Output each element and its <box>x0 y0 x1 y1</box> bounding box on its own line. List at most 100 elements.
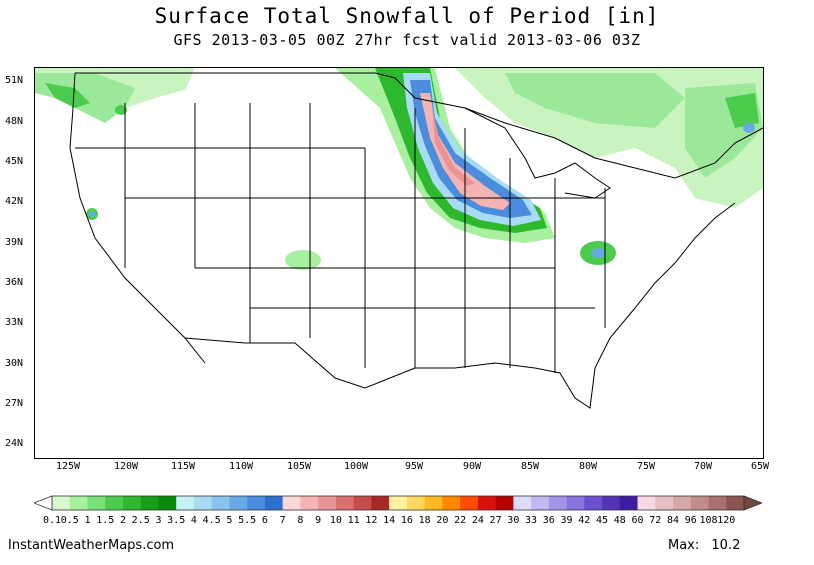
colorbar-cell <box>158 496 177 510</box>
colorbar-label: 36 <box>542 515 555 526</box>
colorbar-cell <box>335 496 354 510</box>
us-canada-border <box>75 72 763 179</box>
colorbar-cells <box>51 495 745 511</box>
lon-label-70w: 70W <box>693 461 713 472</box>
colorbar-label: 27 <box>489 515 502 526</box>
snow-band-core <box>432 108 475 186</box>
lat-label-51n: 51N <box>5 75 24 86</box>
colorbar-label: 2 <box>119 515 126 526</box>
lon-label-85w: 85W <box>520 461 540 472</box>
colorbar-label: 96 <box>684 515 697 526</box>
colorbar-label: 0.5 <box>60 515 79 526</box>
colorbar-cell <box>282 496 301 510</box>
colorbar-label: 30 <box>507 515 520 526</box>
credit-text: InstantWeatherMaps.com <box>8 538 175 553</box>
colorbar-label: 42 <box>578 515 591 526</box>
map-subtitle: GFS 2013-03-05 00Z 27hr fcst valid 2013-… <box>173 31 641 49</box>
colorbar-label: 33 <box>525 515 538 526</box>
colorbar-label: 18 <box>418 515 431 526</box>
colorbar-label: 60 <box>631 515 644 526</box>
lat-label-48n: 48N <box>5 116 24 127</box>
lon-label-120w: 120W <box>113 461 139 472</box>
max-value: 10.2 <box>711 538 741 553</box>
mexico-border <box>184 337 416 389</box>
colorbar-cell <box>389 496 408 510</box>
colorbar-cell <box>513 496 532 510</box>
colorbar-cell <box>531 496 550 510</box>
colorbar-label: 3 <box>155 515 162 526</box>
colorbar-cell <box>52 496 71 510</box>
snow-spot-nevada-core <box>89 211 95 217</box>
colorbar-label: 84 <box>666 515 680 526</box>
colorbar-label: 8 <box>297 515 304 526</box>
max-label: Max: <box>668 538 700 553</box>
colorbar-cell <box>584 496 603 510</box>
snow-spot-virginia-core <box>591 248 605 258</box>
snowfall-map <box>34 67 764 459</box>
snow-spot-oregon <box>115 105 127 115</box>
lon-label-105w: 105W <box>286 461 312 472</box>
colorbar-cell <box>424 496 443 510</box>
colorbar-label: 5 <box>226 515 233 526</box>
colorbar-cell <box>247 496 266 510</box>
lat-label-33n: 33N <box>5 317 24 328</box>
colorbar-label: 4 <box>190 515 197 526</box>
map-boundaries <box>69 72 763 409</box>
colorbar-cell <box>264 496 283 510</box>
colorbar-cell <box>122 496 142 510</box>
colorbar-cell <box>193 496 212 510</box>
colorbar-label: 9 <box>315 515 322 526</box>
gulf-coast <box>415 202 736 409</box>
colorbar-label: 12 <box>365 515 378 526</box>
lat-label-24n: 24N <box>5 438 24 449</box>
colorbar-cell <box>548 496 567 510</box>
colorbar-label: 14 <box>383 515 396 526</box>
lon-label-80w: 80W <box>578 461 598 472</box>
colorbar-cell <box>566 496 585 510</box>
colorbar-cell <box>602 496 621 510</box>
colorbar-cell <box>69 496 88 510</box>
colorbar-cell <box>318 496 337 510</box>
lon-label-115w: 115W <box>170 461 196 472</box>
lon-label-125w: 125W <box>55 461 81 472</box>
colorbar-cell <box>690 496 709 510</box>
colorbar-cell <box>211 496 230 510</box>
snowfall-shading <box>35 68 763 270</box>
colorbar-cell <box>371 496 390 510</box>
snow-area-canada-east-mid <box>505 73 685 128</box>
map-title: Surface Total Snowfall of Period [in] <box>154 4 660 28</box>
snow-spot-quebec <box>743 123 755 133</box>
colorbar-cell <box>708 496 727 510</box>
snow-spot-colorado <box>285 250 321 270</box>
colorbar-cell <box>673 496 692 510</box>
max-readout: Max: 10.2 <box>668 538 740 553</box>
lon-label-110w: 110W <box>228 461 254 472</box>
map-canvas <box>35 68 763 409</box>
colorbar-label: 24 <box>471 515 484 526</box>
colorbar-cell <box>300 496 319 510</box>
colorbar-label: 7 <box>279 515 286 526</box>
colorbar-right-arrow <box>743 495 762 511</box>
colorbar-label: 1.5 <box>96 515 115 526</box>
colorbar-cell <box>406 496 425 510</box>
colorbar-cell <box>140 496 159 510</box>
colorbar-cell <box>726 496 745 510</box>
colorbar-label: 48 <box>613 515 626 526</box>
colorbar-cell <box>442 496 461 510</box>
west-coast <box>69 72 206 364</box>
lat-label-42n: 42N <box>5 196 24 207</box>
great-lakes <box>464 107 611 199</box>
colorbar-cell <box>229 496 248 510</box>
colorbar-cell <box>353 496 372 510</box>
colorbar-cell <box>637 496 656 510</box>
state-lines <box>75 103 606 373</box>
colorbar-label: 22 <box>454 515 467 526</box>
snow-area-maritimes-core <box>725 93 759 128</box>
colorbar-cell <box>105 496 124 510</box>
snowfall-colorbar <box>34 495 762 511</box>
colorbar-label: 6 <box>261 515 268 526</box>
lat-label-36n: 36N <box>5 277 24 288</box>
colorbar-cell <box>176 496 195 510</box>
lon-label-90w: 90W <box>462 461 482 472</box>
colorbar-label: 20 <box>436 515 449 526</box>
